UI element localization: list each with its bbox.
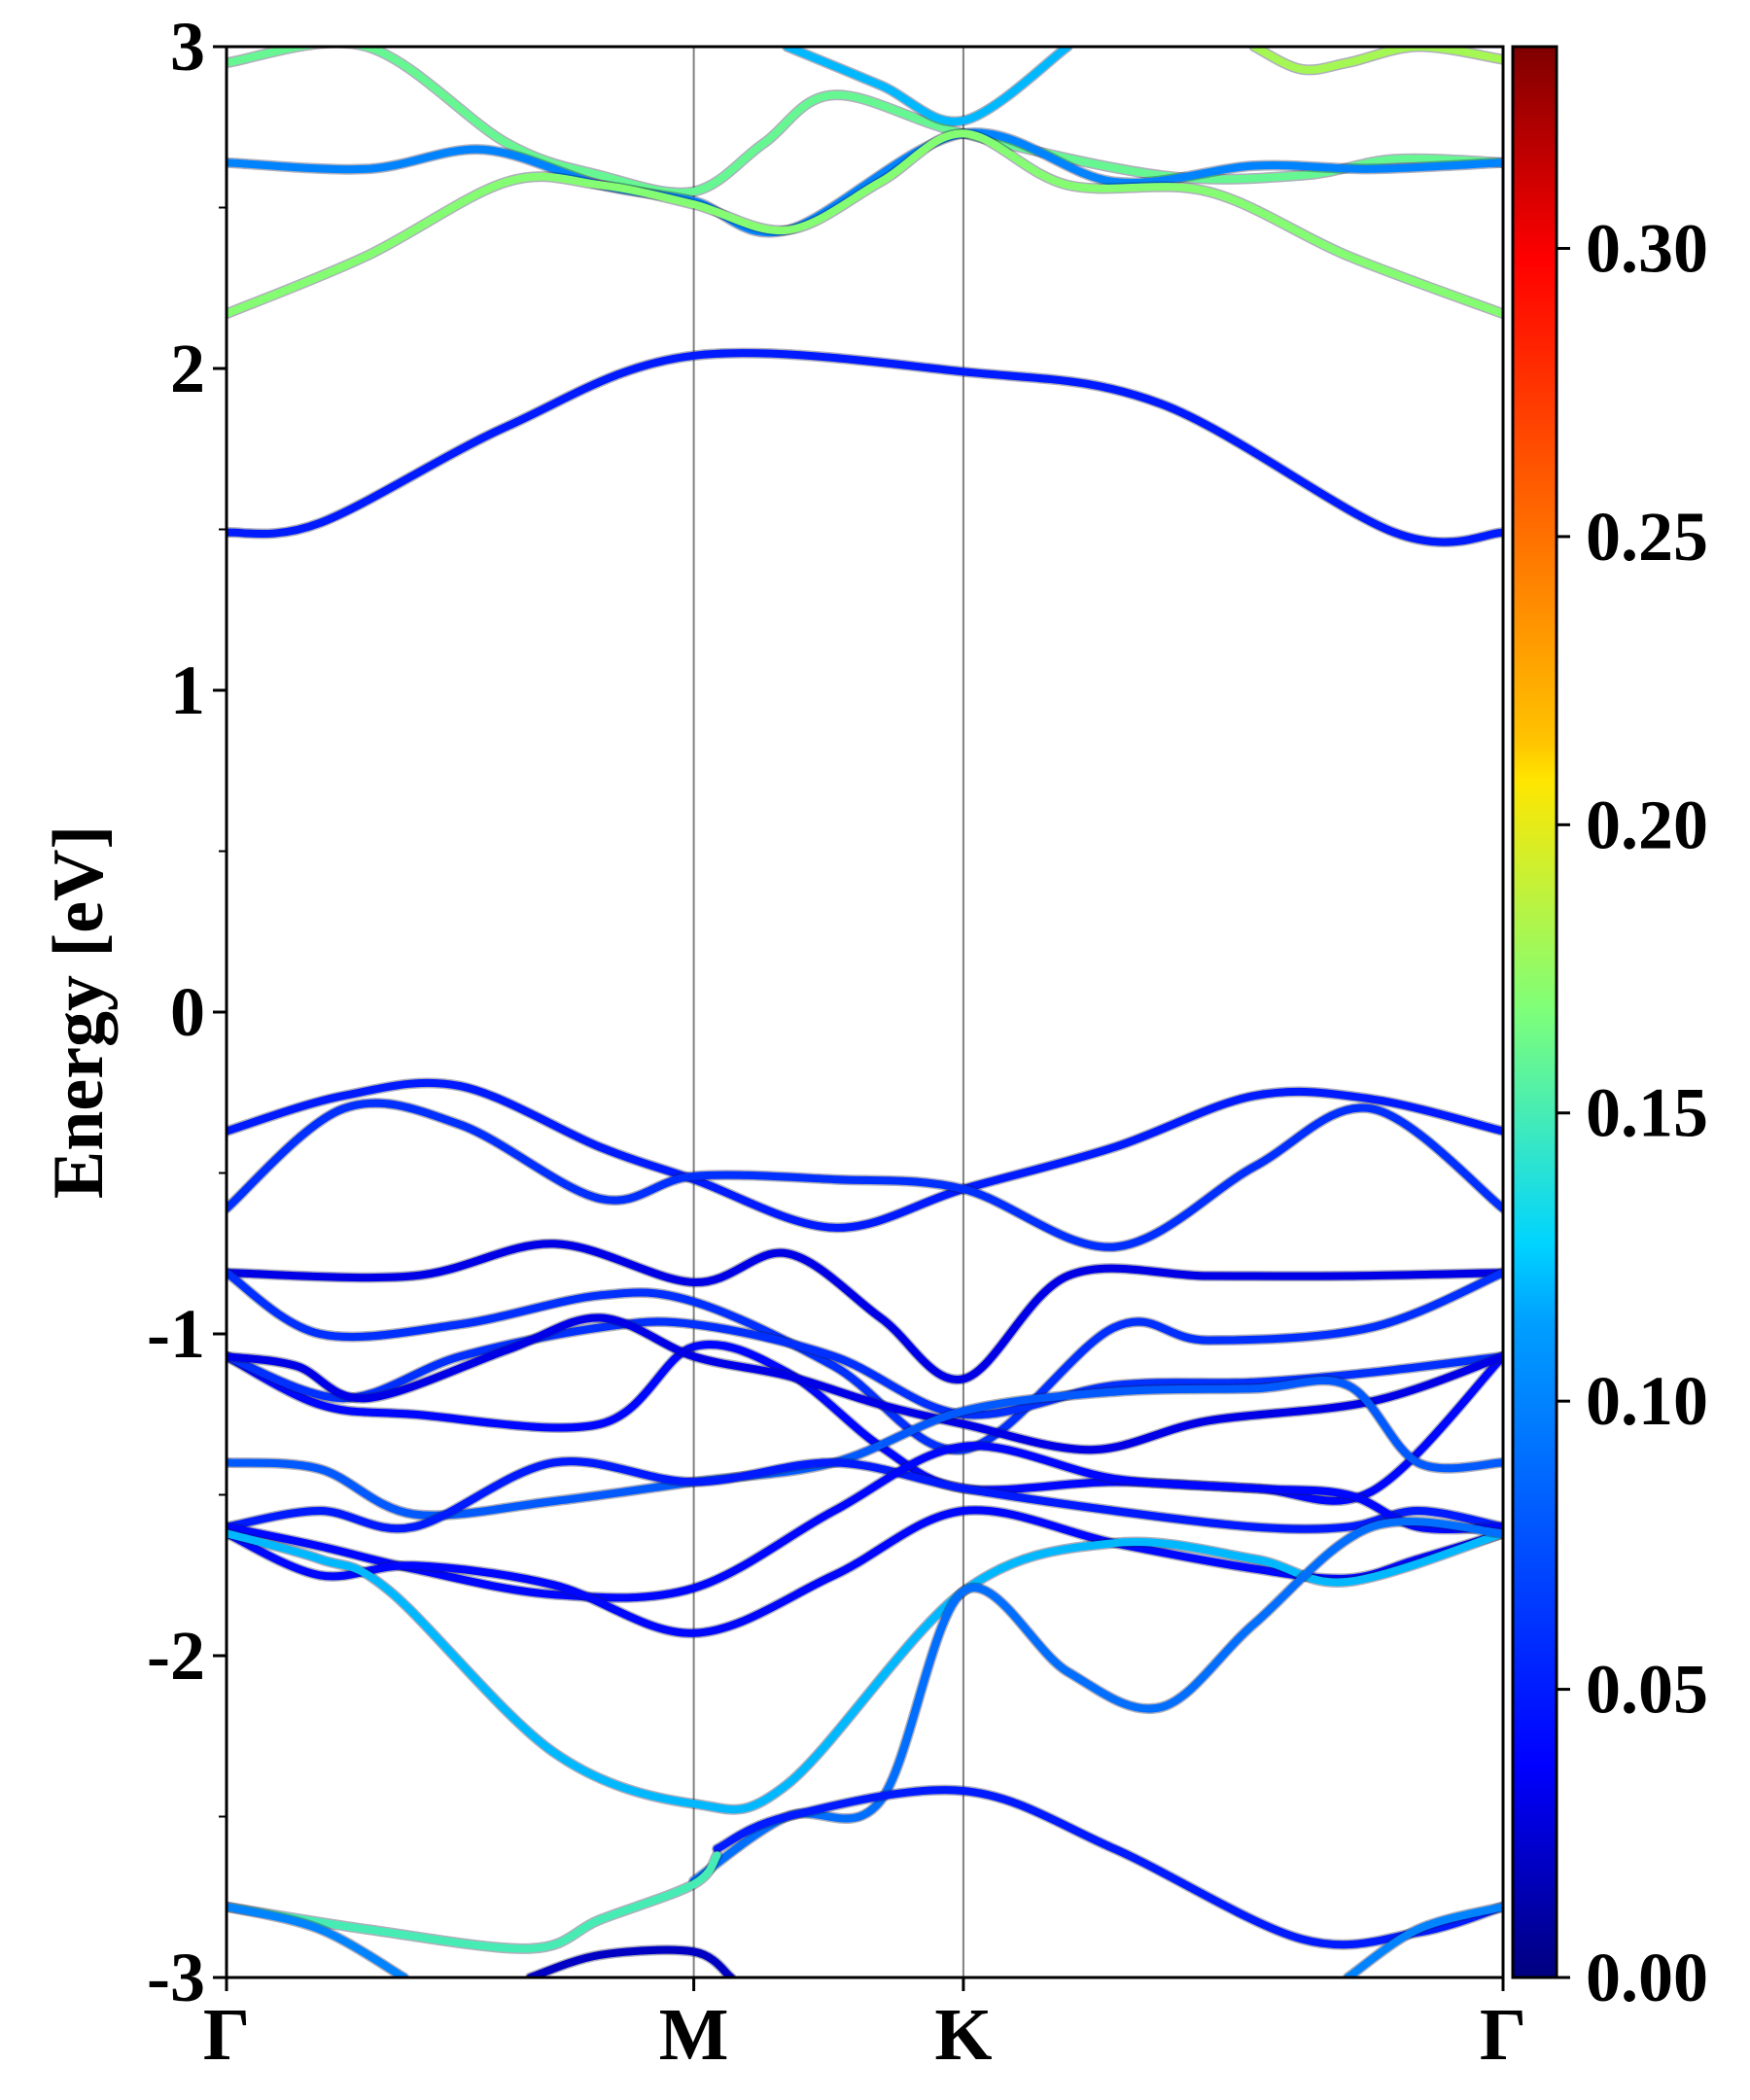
colorbar-tick-label: 0.15 — [1586, 1074, 1708, 1152]
band-line-1 — [227, 128, 1503, 236]
colorbar-tick-label: 0.20 — [1586, 786, 1708, 863]
band-line-20 — [227, 1851, 721, 1953]
band-line-21 — [227, 1903, 408, 1978]
x-tick-label: K — [934, 1994, 992, 2076]
y-tick-label: 1 — [170, 651, 205, 729]
bands-group — [227, 47, 1503, 1978]
band-line-17 — [227, 1529, 1503, 1814]
band-outline-6 — [227, 1077, 1503, 1234]
band-line-23 — [1344, 1903, 1503, 1978]
band-line-9 — [227, 1269, 1503, 1454]
band-line-3 — [783, 47, 1072, 126]
colorbar-tick-label: 0.10 — [1586, 1362, 1708, 1440]
y-tick-label: -3 — [147, 1939, 205, 2016]
band-line-11 — [227, 1317, 1503, 1419]
band-line-4 — [1250, 47, 1503, 74]
band-line-5 — [227, 349, 1503, 546]
y-tick-label: -2 — [147, 1617, 205, 1695]
band-line-2 — [227, 129, 1503, 318]
band-line-10 — [227, 1340, 1503, 1505]
colorbar-tick-label: 0.30 — [1586, 209, 1708, 287]
band-line-13 — [227, 1376, 1503, 1520]
band-line-6 — [227, 1078, 1503, 1232]
y-axis: 3 2 1 0 -1 -2 -3 — [147, 8, 227, 2016]
colorbar-tick-label: 0.25 — [1586, 498, 1708, 576]
y-tick-label: -1 — [147, 1295, 205, 1373]
band-line-18 — [689, 1517, 1503, 1885]
plot-frame — [225, 45, 1505, 1979]
y-tick-label: 0 — [170, 973, 205, 1051]
y-tick-label: 2 — [170, 330, 205, 407]
x-tick-label: Γ — [1480, 1994, 1526, 2076]
y-tick-label: 3 — [170, 8, 205, 86]
band-outline-8 — [227, 1238, 1503, 1385]
band-line-12 — [227, 1313, 1503, 1454]
band-outline-5 — [227, 347, 1503, 548]
band-line-0 — [227, 47, 1503, 197]
x-tick-label: Γ — [203, 1994, 250, 2076]
y-axis-label: Energy [eV] — [39, 825, 119, 1199]
x-tick-label: M — [659, 1994, 729, 2076]
colorbar-ticks: 0.00 0.05 0.10 0.15 0.20 0.25 0.30 — [1557, 209, 1708, 2016]
band-line-7 — [227, 1099, 1503, 1251]
band-line-14 — [227, 1457, 1503, 1533]
band-line-8 — [227, 1240, 1503, 1383]
band-line-22 — [526, 1945, 735, 1978]
colorbar — [1511, 45, 1558, 1979]
colorbar-tick-label: 0.00 — [1586, 1939, 1708, 2016]
colorbar-tick-label: 0.05 — [1586, 1651, 1708, 1729]
